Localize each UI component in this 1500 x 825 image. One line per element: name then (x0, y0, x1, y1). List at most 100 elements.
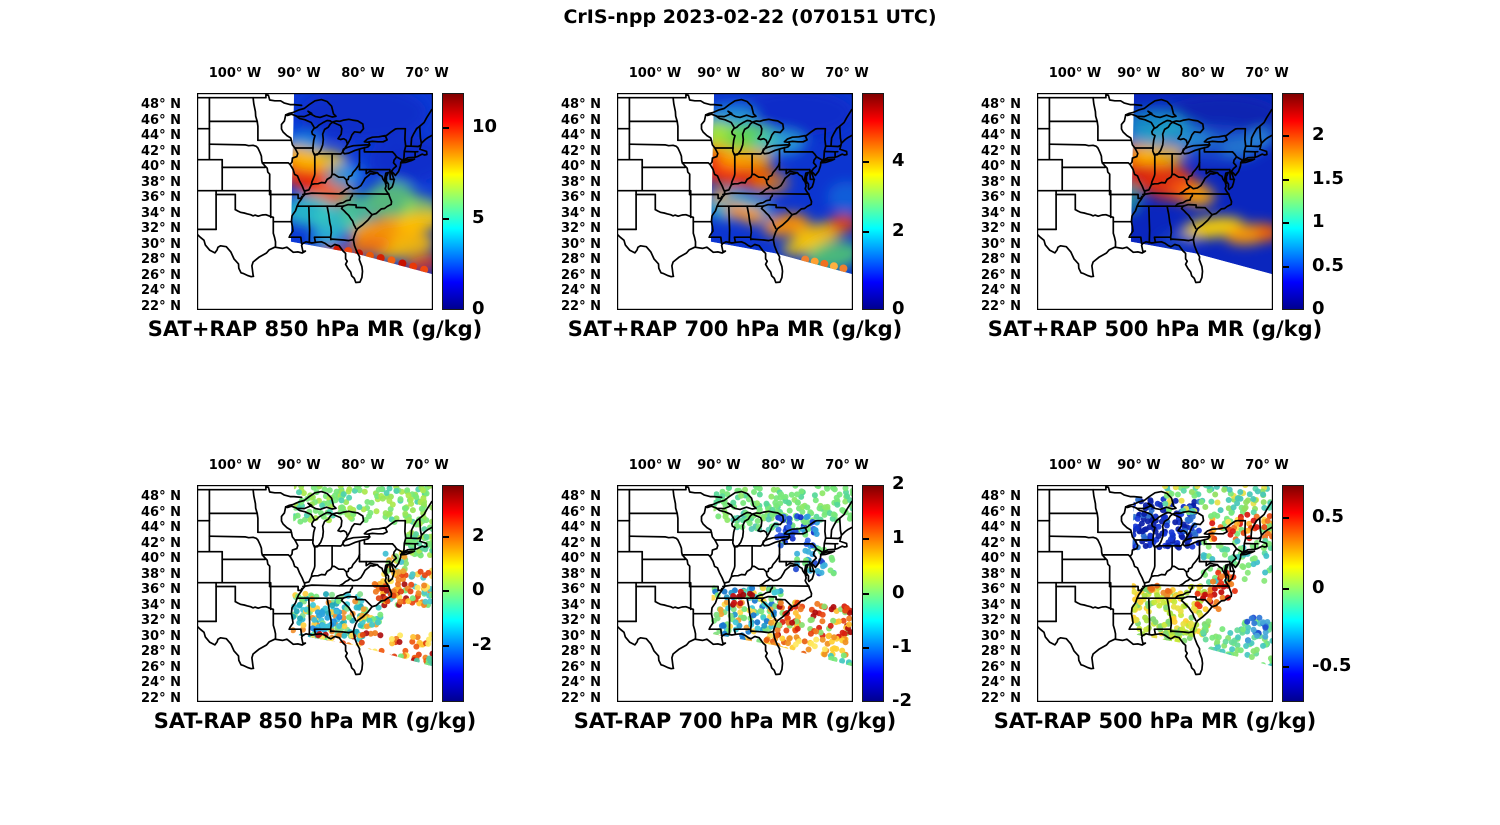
lat-tick-label: 48° N (141, 489, 181, 504)
lon-tick-label: 100° W (208, 66, 262, 81)
lat-tick-label: 42° N (141, 536, 181, 551)
colorbar-tick-label: 4 (892, 150, 905, 171)
lat-tick-label: 38° N (141, 175, 181, 190)
colorbar-sat-minus-rap-850 (442, 485, 464, 702)
lat-tick-label: 28° N (141, 252, 181, 267)
colorbar-tick-mark (443, 536, 449, 538)
colorbar-tick-mark (863, 593, 869, 595)
lat-tick-label: 26° N (981, 268, 1021, 283)
lat-tick-label: 42° N (981, 536, 1021, 551)
lat-tick-label: 24° N (981, 675, 1021, 690)
lat-tick-label: 22° N (141, 691, 181, 706)
lon-tick-label: 70° W (1245, 66, 1289, 81)
lat-tick-label: 40° N (981, 551, 1021, 566)
colorbar-sat-plus-rap-850 (442, 93, 464, 310)
lon-tick-label: 70° W (1245, 458, 1289, 473)
colorbar-tick-label: 0 (892, 582, 905, 603)
lat-tick-label: 32° N (981, 221, 1021, 236)
colorbar-tick-mark (863, 161, 869, 163)
colorbar-tick-label: 0 (1312, 577, 1325, 598)
colorbar-tick-mark (1283, 666, 1289, 668)
lat-tick-label: 44° N (141, 520, 181, 535)
colorbar-tick-label: 0 (472, 579, 485, 600)
map-canvas-sat-minus-rap-500 (1037, 485, 1273, 702)
colorbar-tick-label: 1.5 (1312, 168, 1344, 189)
colorbar-sat-plus-rap-700 (862, 93, 884, 310)
lat-tick-label: 26° N (141, 660, 181, 675)
lon-tick-label: 100° W (1048, 458, 1102, 473)
colorbar-tick-label: 0 (472, 298, 485, 319)
lat-tick-label: 40° N (561, 551, 601, 566)
colorbar-tick-label: -2 (892, 690, 912, 711)
lat-tick-label: 28° N (141, 644, 181, 659)
lat-tick-label: 38° N (561, 175, 601, 190)
lon-tick-label: 90° W (1117, 66, 1161, 81)
lat-tick-label: 34° N (981, 598, 1021, 613)
lat-tick-label: 44° N (561, 520, 601, 535)
lat-tick-label: 22° N (561, 691, 601, 706)
colorbar-tick-mark (863, 231, 869, 233)
colorbar-tick-label: -1 (892, 636, 912, 657)
lon-tick-label: 80° W (341, 458, 385, 473)
lon-tick-label: 90° W (277, 458, 321, 473)
lat-tick-label: 48° N (981, 97, 1021, 112)
lat-tick-label: 46° N (561, 505, 601, 520)
lat-tick-label: 24° N (561, 675, 601, 690)
lon-tick-label: 90° W (697, 66, 741, 81)
panel-title-sat-plus-rap-500: SAT+RAP 500 hPa MR (g/kg) (987, 317, 1323, 341)
colorbar-tick-label: 0 (892, 298, 905, 319)
colorbar-tick-label: 10 (472, 116, 498, 137)
colorbar-sat-minus-rap-500 (1282, 485, 1304, 702)
panel-title-sat-plus-rap-700: SAT+RAP 700 hPa MR (g/kg) (567, 317, 903, 341)
lat-tick-label: 46° N (141, 505, 181, 520)
lon-tick-label: 80° W (341, 66, 385, 81)
lat-tick-label: 30° N (141, 629, 181, 644)
colorbar-tick-label: -2 (472, 634, 492, 655)
colorbar-tick-label: 0.5 (1312, 255, 1344, 276)
lat-tick-label: 30° N (561, 629, 601, 644)
lat-tick-label: 42° N (561, 144, 601, 159)
lat-tick-label: 30° N (981, 237, 1021, 252)
lat-tick-label: 36° N (141, 582, 181, 597)
lat-tick-label: 22° N (981, 691, 1021, 706)
lat-tick-label: 40° N (561, 159, 601, 174)
lat-tick-label: 24° N (561, 283, 601, 298)
colorbar-tick-mark (1283, 222, 1289, 224)
figure-title: CrIS-npp 2023-02-22 (070151 UTC) (563, 6, 937, 28)
map-canvas-sat-minus-rap-850 (197, 485, 433, 702)
colorbar-tick-label: 2 (892, 473, 905, 494)
lat-tick-label: 38° N (561, 567, 601, 582)
lat-tick-label: 34° N (141, 598, 181, 613)
lon-tick-label: 80° W (1181, 458, 1225, 473)
lat-tick-label: 28° N (981, 252, 1021, 267)
lat-tick-label: 36° N (141, 190, 181, 205)
colorbar-tick-mark (1283, 588, 1289, 590)
lat-tick-label: 32° N (981, 613, 1021, 628)
lat-tick-label: 36° N (981, 190, 1021, 205)
lat-tick-label: 44° N (561, 128, 601, 143)
lat-tick-label: 28° N (561, 644, 601, 659)
colorbar-tick-label: 0 (1312, 298, 1325, 319)
colorbar-sat-plus-rap-500 (1282, 93, 1304, 310)
map-canvas-sat-plus-rap-700 (617, 93, 853, 310)
colorbar-tick-label: 2 (892, 220, 905, 241)
lon-tick-label: 90° W (277, 66, 321, 81)
lat-tick-label: 40° N (141, 159, 181, 174)
lat-tick-label: 46° N (141, 113, 181, 128)
lat-tick-label: 32° N (561, 221, 601, 236)
lon-tick-label: 70° W (825, 66, 869, 81)
colorbar-tick-mark (443, 218, 449, 220)
colorbar-tick-label: -0.5 (1312, 655, 1352, 676)
lon-tick-label: 80° W (761, 458, 805, 473)
lat-tick-label: 26° N (981, 660, 1021, 675)
lon-tick-label: 100° W (628, 458, 682, 473)
lat-tick-label: 32° N (141, 221, 181, 236)
lon-tick-label: 70° W (825, 458, 869, 473)
lat-tick-label: 42° N (981, 144, 1021, 159)
lon-tick-label: 100° W (208, 458, 262, 473)
colorbar-tick-label: 1 (1312, 211, 1325, 232)
lon-tick-label: 90° W (1117, 458, 1161, 473)
lon-tick-label: 80° W (1181, 66, 1225, 81)
lat-tick-label: 22° N (141, 299, 181, 314)
lat-tick-label: 42° N (561, 536, 601, 551)
